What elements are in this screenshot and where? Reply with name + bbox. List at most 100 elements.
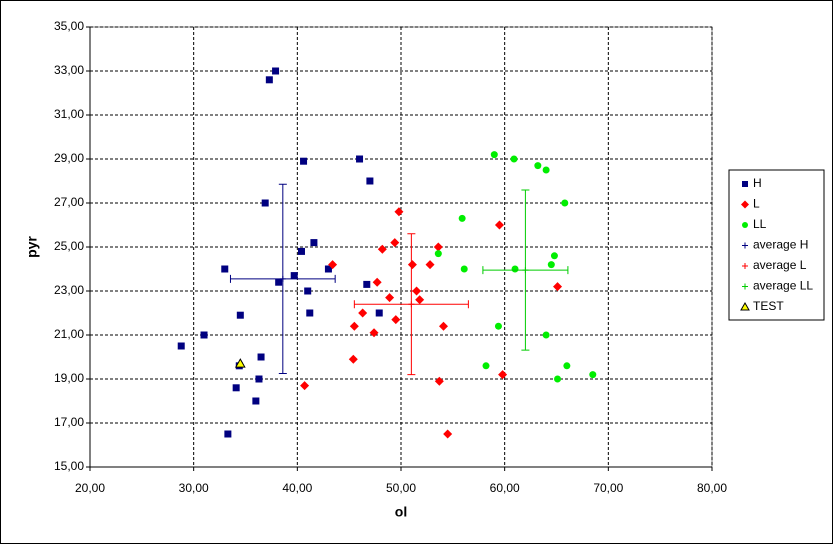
y-tick-label: 27,00: [54, 195, 84, 209]
point: [369, 328, 379, 338]
point: [415, 295, 425, 305]
point: [297, 247, 305, 255]
point: [375, 309, 383, 317]
y-tick-label: 33,00: [54, 63, 84, 77]
y-tick-label: 29,00: [54, 151, 84, 165]
point: [458, 214, 466, 222]
legend-marker: [742, 263, 748, 269]
point: [390, 238, 400, 248]
y-tick-label: 19,00: [54, 371, 84, 385]
x-tick-label: 50,00: [386, 481, 416, 495]
y-tick-label: 23,00: [54, 283, 84, 297]
y-tick-label: 35,00: [54, 19, 84, 33]
point: [511, 265, 519, 273]
point: [522, 267, 529, 274]
point: [394, 207, 404, 217]
point: [377, 244, 387, 254]
point: [221, 265, 229, 273]
legend-label: TEST: [753, 299, 784, 313]
legend-label: average LL: [753, 279, 813, 293]
y-tick-label: 31,00: [54, 107, 84, 121]
point: [547, 261, 555, 269]
point: [561, 199, 569, 207]
point: [300, 157, 308, 165]
legend-label: average L: [753, 258, 807, 272]
point: [542, 166, 550, 174]
legend-marker: [742, 242, 748, 249]
point: [272, 67, 280, 75]
point: [425, 260, 435, 270]
point: [304, 287, 312, 295]
point: [534, 162, 542, 170]
point: [391, 315, 401, 325]
y-axis-title: pyr: [24, 236, 40, 258]
legend-label: average H: [753, 238, 808, 252]
point: [200, 331, 208, 339]
y-tick-label: 15,00: [54, 459, 84, 473]
point: [434, 376, 444, 386]
point: [443, 429, 453, 439]
point: [490, 151, 498, 159]
point: [257, 353, 265, 361]
point: [328, 260, 338, 270]
point: [408, 301, 415, 308]
legend-marker: [742, 222, 748, 228]
x-tick-label: 20,00: [75, 481, 105, 495]
point: [460, 265, 468, 273]
point: [275, 278, 283, 286]
point: [439, 321, 449, 331]
y-tick-label: 17,00: [54, 415, 84, 429]
point: [434, 250, 442, 258]
point: [494, 322, 502, 330]
point: [482, 362, 490, 370]
point: [554, 375, 562, 383]
legend-marker: [742, 283, 748, 290]
legend-marker: [741, 200, 749, 209]
point: [553, 282, 563, 292]
point: [356, 155, 364, 163]
y-tick-label: 25,00: [54, 239, 84, 253]
point: [542, 331, 550, 339]
point: [265, 76, 273, 84]
point: [234, 358, 246, 368]
point: [177, 342, 185, 350]
point: [372, 277, 382, 287]
point: [510, 155, 518, 163]
point: [366, 177, 374, 185]
legend-label: H: [753, 176, 762, 190]
point: [385, 293, 395, 303]
x-tick-label: 70,00: [593, 481, 623, 495]
legend-label: LL: [753, 217, 767, 231]
y-tick-label: 21,00: [54, 327, 84, 341]
x-tick-label: 30,00: [179, 481, 209, 495]
point: [236, 311, 244, 319]
point: [589, 371, 597, 379]
legend-marker: [742, 181, 748, 187]
point: [550, 252, 558, 260]
point: [358, 308, 368, 318]
legend-label: L: [753, 197, 760, 211]
point: [324, 265, 332, 273]
point: [232, 384, 240, 392]
point: [363, 280, 371, 288]
x-tick-label: 40,00: [282, 481, 312, 495]
point: [498, 370, 508, 380]
point: [563, 362, 571, 370]
point: [494, 220, 504, 230]
point: [279, 275, 286, 282]
x-tick-label: 80,00: [697, 481, 727, 495]
point: [433, 242, 443, 252]
point: [349, 321, 359, 331]
point: [306, 309, 314, 317]
point: [261, 199, 269, 207]
legend-marker: [740, 301, 750, 311]
x-axis-title: ol: [395, 504, 407, 520]
point: [300, 381, 310, 391]
x-tick-label: 60,00: [490, 481, 520, 495]
point: [412, 286, 422, 296]
point: [255, 375, 263, 383]
point: [252, 397, 260, 405]
point: [407, 260, 417, 270]
point: [224, 430, 232, 438]
